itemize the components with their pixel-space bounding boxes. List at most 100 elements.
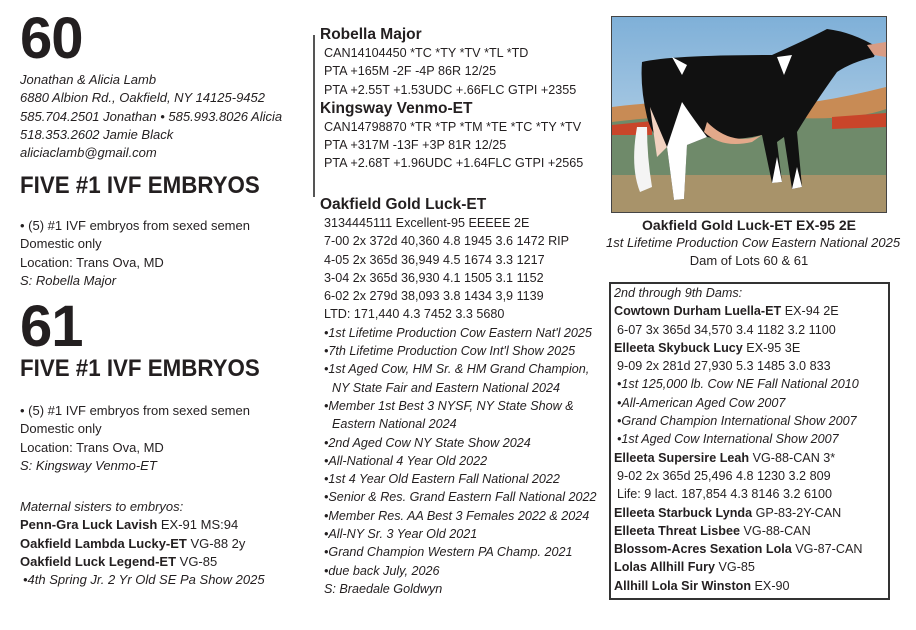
consignor-line: Jonathan & Alicia Lamb <box>20 72 157 87</box>
ancestor-name: Cowtown Durham Luella-ET <box>614 304 782 319</box>
ancestor-name: Allhill Lola Sir Winston <box>614 578 752 593</box>
ancestor-grade: EX-94 2E <box>781 304 839 319</box>
ancestor-grade: GP-83-2Y-CAN <box>752 505 842 520</box>
ancestor-grade: VG-88-CAN <box>740 523 811 538</box>
photo-caption-title: Oakfield Gold Luck-ET EX-95 2E <box>642 217 856 233</box>
dam-record-line: 7-00 2x 372d 40,360 4.8 1945 3.6 1472 RI… <box>324 234 570 249</box>
lot-61-title: FIVE #1 IVF EMBRYOS <box>20 355 260 382</box>
maternal-sister-item: Oakfield Luck Legend-ET VG-85 <box>20 553 265 571</box>
maternal-sister-note: •4th Spring Jr. 2 Yr Old SE Pa Show 2025 <box>23 572 265 588</box>
lot-61-details: • (5) #1 IVF embryos from sexed semen Dom… <box>20 402 250 475</box>
ancestor-name: Lolas Allhill Fury <box>614 560 715 575</box>
sire-info-line: CAN14798870 *TR *TP *TM *TE *TC *TY *TV <box>324 119 582 134</box>
lot-61-number: 61 <box>20 294 84 359</box>
dam-achievement: •All-NY Sr. 3 Year Old 2021 <box>324 527 478 542</box>
ancestor-grade: EX-90 <box>751 578 790 593</box>
dam-achievement: •All-National 4 Year Old 2022 <box>324 453 488 468</box>
sister-grade: EX-91 MS:94 <box>157 517 239 533</box>
dam-entry: Elleeta Starbuck Lynda GP-83-2Y-CAN <box>611 504 888 522</box>
sire-info-line: PTA +2.55T +1.53UDC +.66FLC GTPI +2355 <box>324 82 577 97</box>
dam-achievement: •Member Res. AA Best 3 Females 2022 & 20… <box>324 508 590 523</box>
lot-sire: S: Robella Major <box>20 272 117 288</box>
dam-achievement: •2nd Aged Cow NY State Show 2024 <box>324 435 531 450</box>
dam-achievement: •7th Lifetime Production Cow Int'l Show … <box>324 344 576 359</box>
ancestor-name: Blossom-Acres Sexation Lola <box>614 542 792 557</box>
sire-info-line: PTA +317M -13F +3P 81R 12/25 <box>324 138 507 153</box>
photo-caption-note: Dam of Lots 60 & 61 <box>689 253 809 268</box>
cow-photo <box>611 16 887 213</box>
maternal-sister-item: Penn-Gra Luck Lavish EX-91 MS:94 <box>20 516 265 534</box>
dam-record-line: LTD: 171,440 4.3 7452 3.3 5680 <box>324 307 505 322</box>
lot-detail-line: Domestic only <box>20 421 102 437</box>
sister-name: Oakfield Luck Legend-ET <box>20 553 177 569</box>
ancestor-achievement: •1st Aged Cow International Show 2007 <box>617 432 839 447</box>
dam-sire: S: Braedale Goldwyn <box>324 581 443 596</box>
ancestor-name: Elleeta Starbuck Lynda <box>614 505 753 520</box>
consignor-line: 6880 Albion Rd., Oakfield, NY 14125-9452 <box>20 90 266 106</box>
dams-heading: 2nd through 9th Dams: <box>614 286 743 300</box>
lot-detail-line: Location: Trans Ova, MD <box>20 439 164 455</box>
dam-achievement: •Grand Champion Western PA Champ. 2021 <box>324 545 573 560</box>
ancestor-record: 9-02 2x 365d 25,496 4.8 1230 3.2 809 <box>617 468 831 483</box>
consignor-line: aliciaclamb@gmail.com <box>20 145 157 161</box>
sire-info-line: CAN14104450 *TC *TY *TV *TL *TD <box>324 46 529 60</box>
sister-grade: VG-85 <box>176 553 218 569</box>
dam-achievement: •Senior & Res. Grand Eastern Fall Nation… <box>324 490 597 505</box>
ancestor-name: Elleeta Skybuck Lucy <box>614 340 743 355</box>
consignor-line: 518.353.2602 Jamie Black <box>20 126 174 142</box>
lot-detail-line: Location: Trans Ova, MD <box>20 254 164 270</box>
sister-grade: VG-88 2y <box>186 535 246 551</box>
ancestor-name: Elleeta Threat Lisbee <box>614 523 740 538</box>
dam-record-line: 3134445111 Excellent-95 EEEEE 2E <box>324 216 530 230</box>
dam-section: Oakfield Gold Luck-ET 3134445111 Excellen… <box>320 195 597 598</box>
dam-achievement: •Member 1st Best 3 NYSF, NY State Show & <box>324 398 574 413</box>
sister-name: Penn-Gra Luck Lavish <box>20 517 158 533</box>
dam-entry: Blossom-Acres Sexation Lola VG-87-CAN <box>611 540 888 558</box>
dam-achievement: •1st 4 Year Old Eastern Fall National 20… <box>324 472 560 487</box>
ancestor-name: Elleeta Supersire Leah <box>614 450 750 465</box>
ancestor-record: 6-07 3x 365d 34,570 3.4 1182 3.2 1100 <box>617 322 836 337</box>
lot-60-title: FIVE #1 IVF EMBRYOS <box>20 172 260 199</box>
dam-entry: Elleeta Supersire Leah VG-88-CAN 3* <box>611 449 888 467</box>
cow-illustration <box>612 17 886 212</box>
lot-detail-line: • (5) #1 IVF embryos from sexed semen <box>20 403 250 418</box>
maternal-sisters: Maternal sisters to embryos: Penn-Gra Luc… <box>20 498 265 589</box>
dam-record-line: 6-02 2x 279d 38,093 3.8 1434 3,9 1139 <box>324 289 544 304</box>
lot-detail-line: • (5) #1 IVF embryos from sexed semen <box>20 218 250 233</box>
dam-entry: Allhill Lola Sir Winston EX-90 <box>611 577 888 595</box>
consignor-info: Jonathan & Alicia Lamb 6880 Albion Rd., O… <box>20 71 282 162</box>
dams-pedigree-box: 2nd through 9th Dams: Cowtown Durham Luel… <box>609 282 890 600</box>
ancestor-achievement: •1st 125,000 lb. Cow NE Fall National 20… <box>617 377 859 392</box>
sire-info-line: PTA +2.68T +1.96UDC +1.64FLC GTPI +2565 <box>324 156 584 171</box>
divider-line <box>313 35 315 197</box>
lot-60-number: 60 <box>20 6 84 71</box>
ancestor-record: Life: 9 lact. 187,854 4.3 8146 3.2 6100 <box>617 487 832 502</box>
ancestor-achievement: •Grand Champion International Show 2007 <box>617 414 857 429</box>
dam-entry: Lolas Allhill Fury VG-85 <box>611 558 888 576</box>
dam-achievement: •due back July, 2026 <box>324 563 440 578</box>
lot-60-details: • (5) #1 IVF embryos from sexed semen Dom… <box>20 217 250 290</box>
dam-achievement: Eastern National 2024 <box>332 417 457 432</box>
dam-name: Oakfield Gold Luck-ET <box>320 196 487 213</box>
photo-caption-subtitle: 1st Lifetime Production Cow Eastern Nati… <box>606 235 901 250</box>
dam-entry: Elleeta Skybuck Lucy EX-95 3E <box>611 339 888 357</box>
ancestor-record: 9-09 2x 281d 27,930 5.3 1485 3.0 833 <box>617 359 831 374</box>
ancestor-grade: EX-95 3E <box>742 340 801 355</box>
maternal-sister-item: Oakfield Lambda Lucky-ET VG-88 2y <box>20 535 265 553</box>
ancestor-grade: VG-88-CAN 3* <box>749 450 836 465</box>
dam-entry: Elleeta Threat Lisbee VG-88-CAN <box>611 522 888 540</box>
dam-achievement: NY State Fair and Eastern National 2024 <box>332 380 560 395</box>
ancestor-achievement: •All-American Aged Cow 2007 <box>617 395 786 410</box>
consignor-line: 585.704.2501 Jonathan • 585.993.8026 Ali… <box>20 108 283 124</box>
maternal-sisters-heading: Maternal sisters to embryos: <box>20 499 184 514</box>
sister-name: Oakfield Lambda Lucky-ET <box>20 535 187 551</box>
dam-record-line: 3-04 2x 365d 36,930 4.1 1505 3.1 1152 <box>324 270 544 285</box>
ancestor-grade: VG-87-CAN <box>791 542 863 557</box>
ancestor-grade: VG-85 <box>715 560 755 575</box>
lot-sire: S: Kingsway Venmo-ET <box>20 457 157 473</box>
dam-entry: Cowtown Durham Luella-ET EX-94 2E <box>611 302 888 320</box>
sire-name: Robella Major <box>320 26 422 43</box>
dam-record-line: 4-05 2x 365d 36,949 4.5 1674 3.3 1217 <box>324 252 545 267</box>
sires-section: Robella Major CAN14104450 *TC *TY *TV *TL… <box>320 25 583 173</box>
sire-info-line: PTA +165M -2F -4P 86R 12/25 <box>324 64 497 79</box>
